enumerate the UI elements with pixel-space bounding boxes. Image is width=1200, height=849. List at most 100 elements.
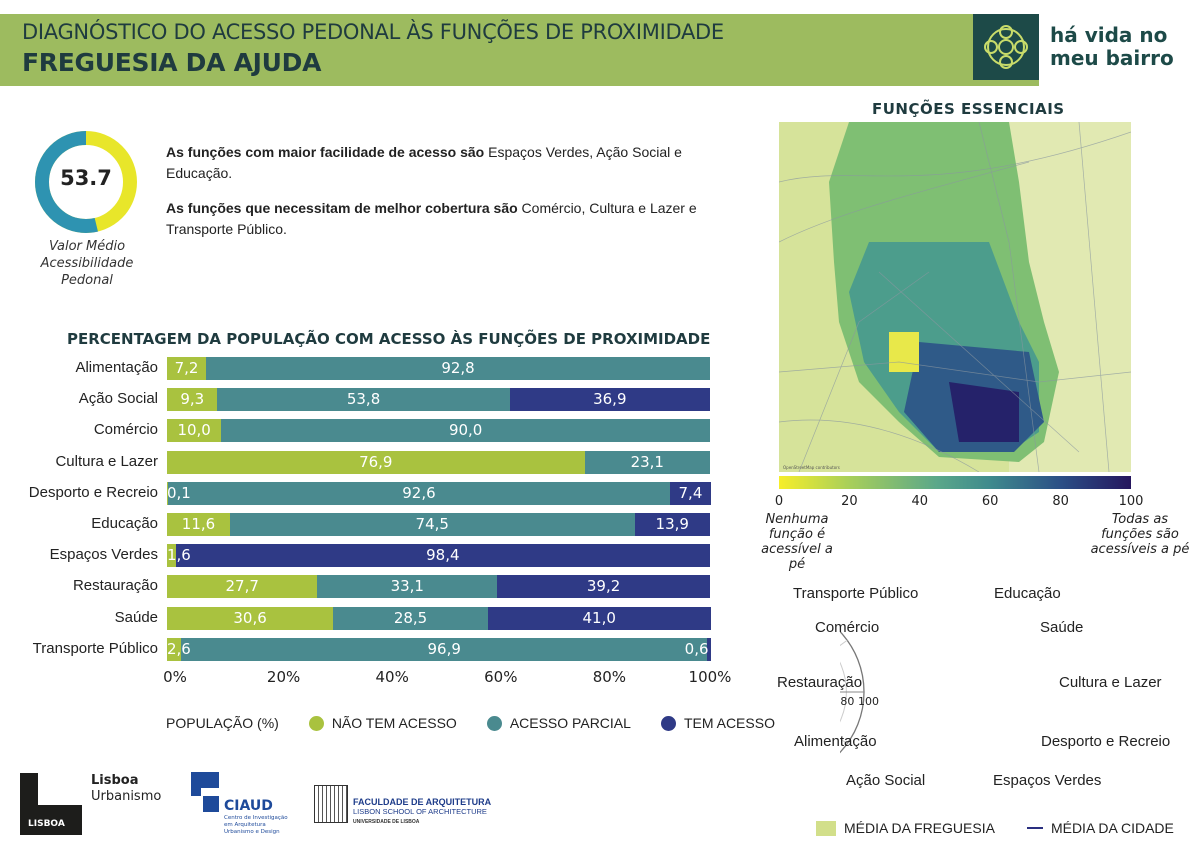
radar-r-tick: 100 [858, 695, 879, 708]
bar-data-label: 7,4 [678, 483, 703, 502]
legend-tem: TEM ACESSO [683, 715, 775, 731]
bar-data-label: 41,0 [582, 608, 616, 627]
bar-category-label: Alimentação [75, 359, 158, 376]
bar-category-label: Restauração [72, 577, 158, 595]
legend-swatch-parcial [486, 715, 502, 731]
colorbar-tick: 0 [774, 494, 784, 509]
bar-segment: 96,9 [181, 637, 708, 661]
bar-data-label: 7,2 [174, 359, 199, 377]
bar-data-label: 98,4 [426, 546, 460, 565]
page-subtitle: FREGUESIA DA AJUDA [22, 48, 322, 77]
brand-panel [1039, 14, 1200, 86]
legend-swatch-nao [308, 715, 324, 731]
bar-data-label: 0,6 [684, 639, 709, 658]
page-title: DIAGNÓSTICO DO ACESSO PEDONAL ÀS FUNÇÕES… [22, 20, 724, 44]
radar-r-tick: 80 [840, 695, 854, 708]
legend-swatch-tem [660, 715, 676, 731]
bar-data-label: 39,2 [586, 577, 621, 596]
bar-segment: 23,1 [584, 450, 710, 474]
bar-category-label: Espaços Verdes [49, 546, 158, 564]
bar-segment: 76,9 [167, 450, 585, 474]
colorbar-high-note: Todas as funções são acessíveis a pé [1090, 512, 1190, 557]
colorbar-tick: 40 [911, 494, 929, 509]
bar-data-label: 27,7 [225, 577, 259, 596]
bar-data-label: 92,6 [402, 483, 436, 502]
radar-legend: MÉDIA DA FREGUESIA MÉDIA DA CIDADE [816, 820, 1174, 836]
donut-value-arc [35, 131, 137, 233]
bar-data-label: 92,8 [441, 359, 475, 377]
bar-legend: POPULAÇÃO (%) NÃO TEM ACESSO ACESSO PARC… [166, 715, 775, 731]
ciaud-logo-icon [191, 772, 219, 812]
bar-segment: 2,6 [167, 637, 191, 661]
x-tick-label: 0% [163, 668, 187, 686]
radar-axis-label: Transporte Público [793, 585, 919, 602]
bar-segment: 0,1 [167, 481, 191, 505]
legend-swatch-freguesia [816, 820, 836, 836]
colorbar-tick: 100 [1118, 494, 1144, 509]
brand-logo-icon [973, 14, 1039, 80]
colorbar-tick: 60 [981, 494, 999, 509]
bar-data-label: 0,1 [167, 483, 191, 502]
map-title: FUNÇÕES ESSENCIAIS [872, 100, 1065, 118]
legend-nao: NÃO TEM ACESSO [331, 715, 457, 731]
colorbar-low-note: Nenhuma função é acessível a pé [761, 512, 833, 572]
bar-segment: 30,6 [167, 606, 334, 630]
radar-axis-label: Saúde [1040, 619, 1084, 636]
bar-segment: 13,9 [634, 513, 710, 536]
bar-data-label: 13,9 [655, 515, 689, 533]
bar-data-label: 33,1 [390, 577, 424, 596]
donut-label: Valor Médio Acessibilidade Pedonal [40, 239, 134, 288]
bar-segment: 0,6 [685, 637, 711, 661]
bar-data-label: 10,0 [177, 421, 211, 440]
bar-data-label: 23,1 [630, 452, 664, 471]
lisboa-urbanismo-logo: Lisboa Urbanismo [91, 773, 162, 804]
bar-data-label: 76,9 [359, 452, 393, 471]
x-tick-label: 100% [688, 668, 732, 686]
bar-data-label: 28,5 [393, 608, 428, 627]
summary-text: As funções com maior facilidade de acess… [166, 144, 697, 237]
bar-segment: 41,0 [487, 606, 711, 630]
bar-segment: 92,8 [206, 357, 710, 380]
map-attribution: OpenStreetMap contributors [783, 465, 840, 470]
bar-segment: 7,2 [167, 357, 207, 380]
radar-axis-label: Restauração [777, 674, 863, 691]
bar-category-label: Desporto e Recreio [28, 483, 158, 501]
bar-data-label: 74,5 [415, 515, 449, 533]
bar-data-label: 90,0 [448, 421, 483, 440]
bar-chart-title: PERCENTAGEM DA POPULAÇÃO COM ACESSO ÀS F… [67, 330, 711, 348]
x-tick-label: 20% [266, 668, 301, 686]
bar-segment: 39,2 [497, 575, 710, 599]
x-tick-label: 80% [592, 668, 627, 686]
accessibility-map[interactable]: OpenStreetMap contributors [779, 122, 1131, 472]
radar-axis-label: Cultura e Lazer [1059, 674, 1162, 691]
bar-segment: 9,3 [167, 388, 218, 412]
lisboa-logo: LISBOA [20, 773, 82, 835]
ciaud-name: CIAUD [224, 798, 273, 814]
legend-title: POPULAÇÃO (%) [166, 715, 279, 731]
x-tick-label: 40% [375, 668, 409, 686]
bar-category-label: Saúde [114, 608, 158, 626]
radar-axis-label: Espaços Verdes [993, 772, 1102, 789]
ciaud-subtitle: Centro de Investigação em Arquitetura Ur… [224, 815, 288, 835]
bar-segment: 90,0 [221, 419, 710, 443]
bar-segment: 92,6 [167, 481, 671, 505]
radar-axis-label: Alimentação [794, 733, 877, 750]
bar-segment: 36,9 [509, 388, 710, 412]
fa-logo-text: FACULDADE DE ARQUITETURA LISBON SCHOOL O… [353, 797, 492, 825]
radar-axis-label: Desporto e Recreio [1041, 733, 1171, 750]
accessibility-donut [35, 131, 137, 233]
bar-segment: 7,4 [670, 481, 711, 505]
bar-data-label: 96,9 [427, 639, 461, 658]
fa-logo-icon [314, 785, 348, 823]
brand-text: há vida no meu bairro [1050, 23, 1174, 70]
bar-data-label: 36,9 [593, 390, 627, 409]
bar-data-label: 9,3 [180, 390, 205, 409]
bar-category-label: Ação Social [78, 390, 158, 408]
legend-freguesia: MÉDIA DA FREGUESIA [844, 820, 995, 836]
bar-segment: 98,4 [175, 544, 710, 568]
bar-segment: 74,5 [229, 513, 635, 536]
bar-segment: 28,5 [333, 606, 488, 630]
bar-category-label: Transporte Público [32, 639, 158, 657]
radar-axis-label: Educação [994, 585, 1061, 602]
